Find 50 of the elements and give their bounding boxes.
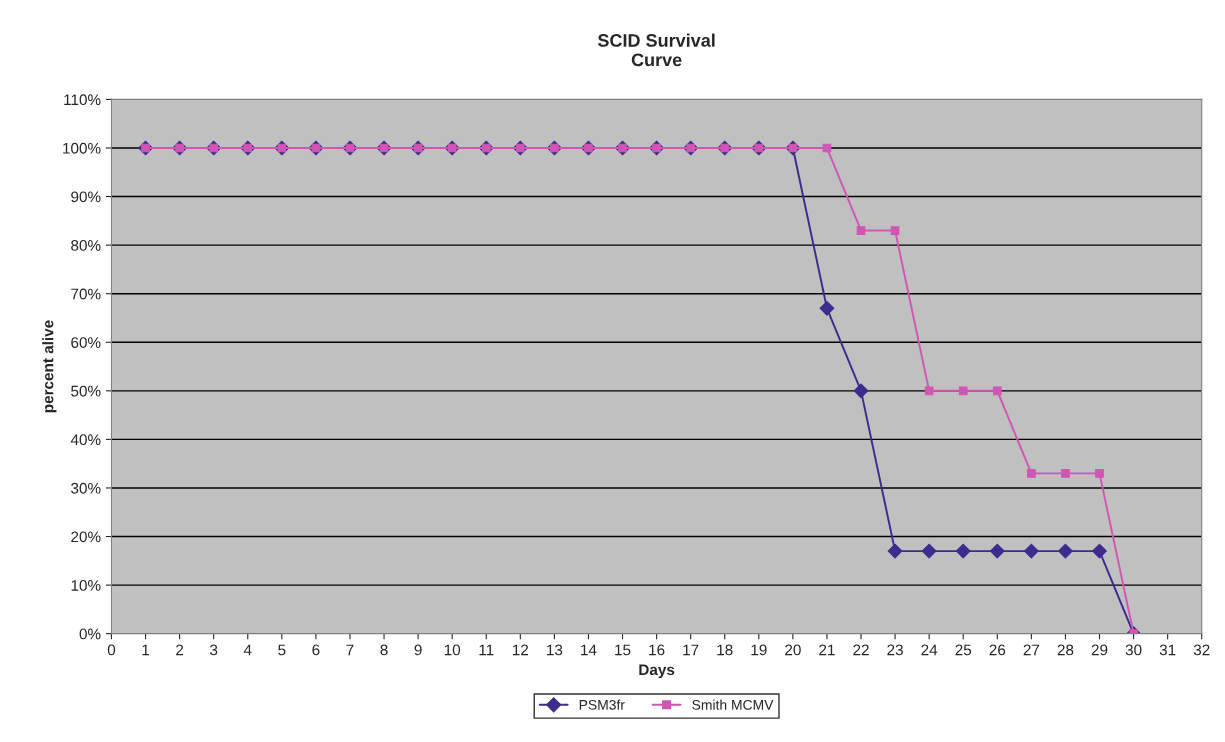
x-tick-label: 21: [819, 644, 835, 656]
x-tick-label: 20: [785, 644, 801, 656]
x-tick-label: 22: [853, 644, 869, 656]
x-tick-label: 14: [581, 644, 597, 656]
y-tick-label: 20%: [71, 531, 101, 543]
x-tick-label: 17: [683, 644, 699, 656]
x-tick-label: 32: [1193, 644, 1210, 656]
x-tick-label: 1: [142, 644, 150, 656]
x-tick-label: 11: [479, 644, 494, 656]
legend-label: PSM3fr: [579, 699, 625, 710]
x-tick-label: 3: [210, 644, 218, 656]
y-tick-label: 40%: [70, 434, 101, 446]
x-tick-label: 8: [380, 644, 388, 656]
legend-label: Smith MCMV: [692, 699, 774, 710]
x-tick-label: 9: [414, 644, 422, 656]
x-tick-label: 23: [887, 644, 903, 656]
x-tick-label: 5: [278, 644, 286, 656]
y-tick-label: 10%: [71, 579, 101, 591]
x-tick-label: 25: [955, 644, 972, 656]
x-tick-label: 16: [649, 644, 665, 656]
x-tick-label: 18: [717, 644, 733, 656]
y-tick-label: 60%: [71, 337, 101, 348]
x-axis-title: Days: [639, 664, 675, 679]
y-tick-label: 100%: [63, 142, 101, 154]
chart-title: SCID Survival Curve: [597, 33, 715, 67]
x-tick-label: 6: [312, 644, 320, 656]
y-tick-label: 30%: [71, 482, 101, 494]
y-axis-title: percent alive: [42, 320, 57, 413]
y-tick-label: 70%: [71, 288, 101, 300]
x-tick-label: 15: [615, 644, 631, 656]
y-tick-label: 50%: [71, 385, 101, 397]
x-tick-label: 7: [346, 644, 354, 656]
x-tick-label: 24: [921, 644, 938, 656]
x-tick-label: 19: [751, 644, 767, 656]
x-tick-label: 13: [547, 644, 563, 656]
x-tick-label: 28: [1057, 644, 1074, 656]
y-tick-label: 110%: [64, 94, 101, 106]
x-tick-label: 30: [1125, 644, 1142, 656]
x-tick-label: 4: [243, 644, 252, 656]
x-tick-label: 0: [107, 644, 116, 656]
x-tick-label: 31: [1159, 644, 1176, 656]
x-tick-label: 10: [444, 644, 461, 656]
y-tick-label: 0%: [79, 628, 101, 640]
x-tick-label: 2: [176, 644, 184, 656]
x-tick-label: 27: [1023, 644, 1040, 656]
y-tick-label: 80%: [71, 240, 101, 251]
x-tick-label: 26: [989, 644, 1006, 656]
y-tick-label: 90%: [71, 191, 101, 203]
x-tick-label: 29: [1091, 644, 1108, 656]
x-tick-label: 12: [512, 644, 529, 656]
